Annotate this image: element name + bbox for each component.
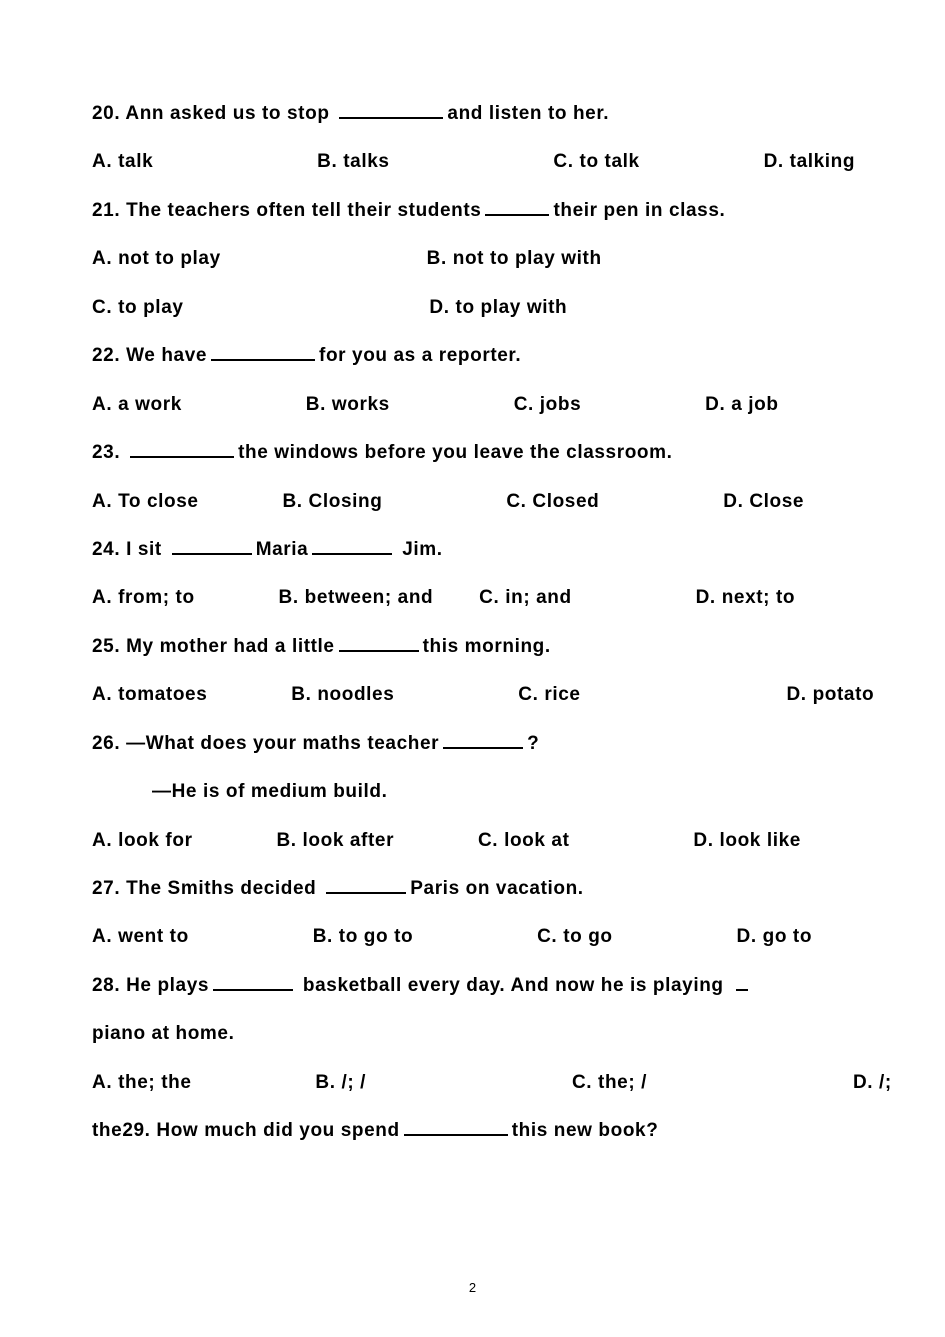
q25-pre: 25. My mother had a little	[92, 636, 335, 657]
exam-page: 20. Ann asked us to stop and listen to h…	[0, 0, 945, 1196]
opt-b[interactable]: B. to go to	[313, 926, 414, 947]
opt-c[interactable]: C. to go	[537, 926, 613, 947]
q24-p3: Jim.	[396, 539, 442, 560]
q25-stem: 25. My mother had a little this morning.	[92, 623, 853, 671]
q22-post: for you as a reporter.	[319, 345, 521, 366]
opt-a[interactable]: A. tomatoes	[92, 684, 207, 705]
opt-b[interactable]: B. Closing	[282, 491, 382, 512]
opt-c[interactable]: C. rice	[518, 684, 580, 705]
q27-stem: 27. The Smiths decided Paris on vacation…	[92, 865, 853, 913]
opt-b[interactable]: B. between; and	[279, 587, 434, 608]
opt-b[interactable]: B. works	[306, 394, 390, 415]
blank	[443, 733, 523, 749]
q28-pre: 28. He plays	[92, 975, 209, 996]
q22-stem: 22. We have for you as a reporter.	[92, 332, 853, 380]
blank	[211, 345, 315, 361]
opt-d[interactable]: D. talking	[764, 151, 856, 172]
opt-d[interactable]: D. a job	[705, 394, 778, 415]
opt-d[interactable]: D. /;	[853, 1072, 892, 1093]
page-number: 2	[0, 1280, 945, 1295]
opt-c[interactable]: C. to talk	[553, 151, 639, 172]
opt-a[interactable]: A. the; the	[92, 1072, 192, 1093]
q21-stem: 21. The teachers often tell their studen…	[92, 187, 853, 235]
q22-options: A. a work B. works C. jobs D. a job	[92, 381, 853, 429]
blank	[339, 103, 443, 119]
opt-b[interactable]: B. /; /	[315, 1072, 366, 1093]
opt-d[interactable]: D. go to	[737, 926, 813, 947]
opt-d[interactable]: D. next; to	[696, 587, 796, 608]
q21-options-row2: C. to play D. to play with	[92, 284, 853, 332]
opt-c[interactable]: C. the; /	[572, 1072, 647, 1093]
opt-a[interactable]: A. look for	[92, 830, 193, 851]
q20-stem: 20. Ann asked us to stop and listen to h…	[92, 90, 853, 138]
opt-a[interactable]: A. not to play	[92, 248, 221, 269]
q26-stem: 26. —What does your maths teacher?	[92, 720, 853, 768]
blank	[213, 975, 293, 991]
q25-post: this morning.	[423, 636, 551, 657]
opt-a[interactable]: A. a work	[92, 394, 182, 415]
q21-post: their pen in class.	[553, 200, 725, 221]
opt-d[interactable]: D. to play with	[429, 297, 567, 318]
q28-line2: piano at home.	[92, 1010, 853, 1058]
q24-stem: 24. I sit Maria Jim.	[92, 526, 853, 574]
q23-options: A. To close B. Closing C. Closed D. Clos…	[92, 478, 853, 526]
q24-p1: 24. I sit	[92, 539, 168, 560]
opt-a[interactable]: A. went to	[92, 926, 189, 947]
q27-pre: 27. The Smiths decided	[92, 878, 322, 899]
opt-b[interactable]: B. not to play with	[427, 248, 602, 269]
q29-stem: the29. How much did you spend this new bo…	[92, 1107, 853, 1155]
q28-post: basketball every day. And now he is play…	[297, 975, 729, 996]
opt-c[interactable]: C. jobs	[514, 394, 582, 415]
opt-a[interactable]: A. talk	[92, 151, 153, 172]
blank	[404, 1120, 508, 1136]
q26-post: ?	[527, 733, 539, 754]
q26-options: A. look for B. look after C. look at D. …	[92, 817, 853, 865]
q29-post: this new book?	[512, 1120, 659, 1141]
q25-options: A. tomatoes B. noodles C. rice D. potato	[92, 671, 853, 719]
opt-b[interactable]: B. look after	[276, 830, 394, 851]
blank	[485, 200, 549, 216]
opt-d[interactable]: D. look like	[693, 830, 801, 851]
opt-d[interactable]: D. potato	[786, 684, 874, 705]
opt-c[interactable]: C. in; and	[479, 587, 572, 608]
opt-b[interactable]: B. noodles	[291, 684, 394, 705]
q29-pre: 29. How much did you spend	[122, 1120, 399, 1141]
q28-options: A. the; the B. /; / C. the; / D. /;	[92, 1059, 853, 1107]
q20-options: A. talk B. talks C. to talk D. talking	[92, 138, 853, 186]
q27-options: A. went to B. to go to C. to go D. go to	[92, 913, 853, 961]
q23-post: the windows before you leave the classro…	[238, 442, 672, 463]
q26-pre: 26. —What does your maths teacher	[92, 733, 439, 754]
q26-line2: —He is of medium build.	[92, 768, 853, 816]
q27-post: Paris on vacation.	[410, 878, 583, 899]
q29-prefix: the	[92, 1120, 122, 1141]
blank	[172, 539, 252, 555]
opt-a[interactable]: A. from; to	[92, 587, 195, 608]
q24-options: A. from; to B. between; and C. in; and D…	[92, 574, 853, 622]
q23-stem: 23. the windows before you leave the cla…	[92, 429, 853, 477]
opt-c[interactable]: C. to play	[92, 297, 184, 318]
q21-options-row1: A. not to play B. not to play with	[92, 235, 853, 283]
blank	[736, 975, 748, 991]
blank	[312, 539, 392, 555]
q22-pre: 22. We have	[92, 345, 207, 366]
q20-post: and listen to her.	[447, 103, 609, 124]
blank	[326, 878, 406, 894]
q21-pre: 21. The teachers often tell their studen…	[92, 200, 481, 221]
q28-stem: 28. He plays basketball every day. And n…	[92, 962, 853, 1010]
q20-pre: 20. Ann asked us to stop	[92, 103, 335, 124]
blank	[130, 442, 234, 458]
opt-a[interactable]: A. To close	[92, 491, 199, 512]
opt-c[interactable]: C. look at	[478, 830, 570, 851]
opt-c[interactable]: C. Closed	[506, 491, 599, 512]
opt-d[interactable]: D. Close	[723, 491, 804, 512]
blank	[339, 636, 419, 652]
q24-p2: Maria	[256, 539, 309, 560]
q23-pre: 23.	[92, 442, 126, 463]
opt-b[interactable]: B. talks	[317, 151, 389, 172]
